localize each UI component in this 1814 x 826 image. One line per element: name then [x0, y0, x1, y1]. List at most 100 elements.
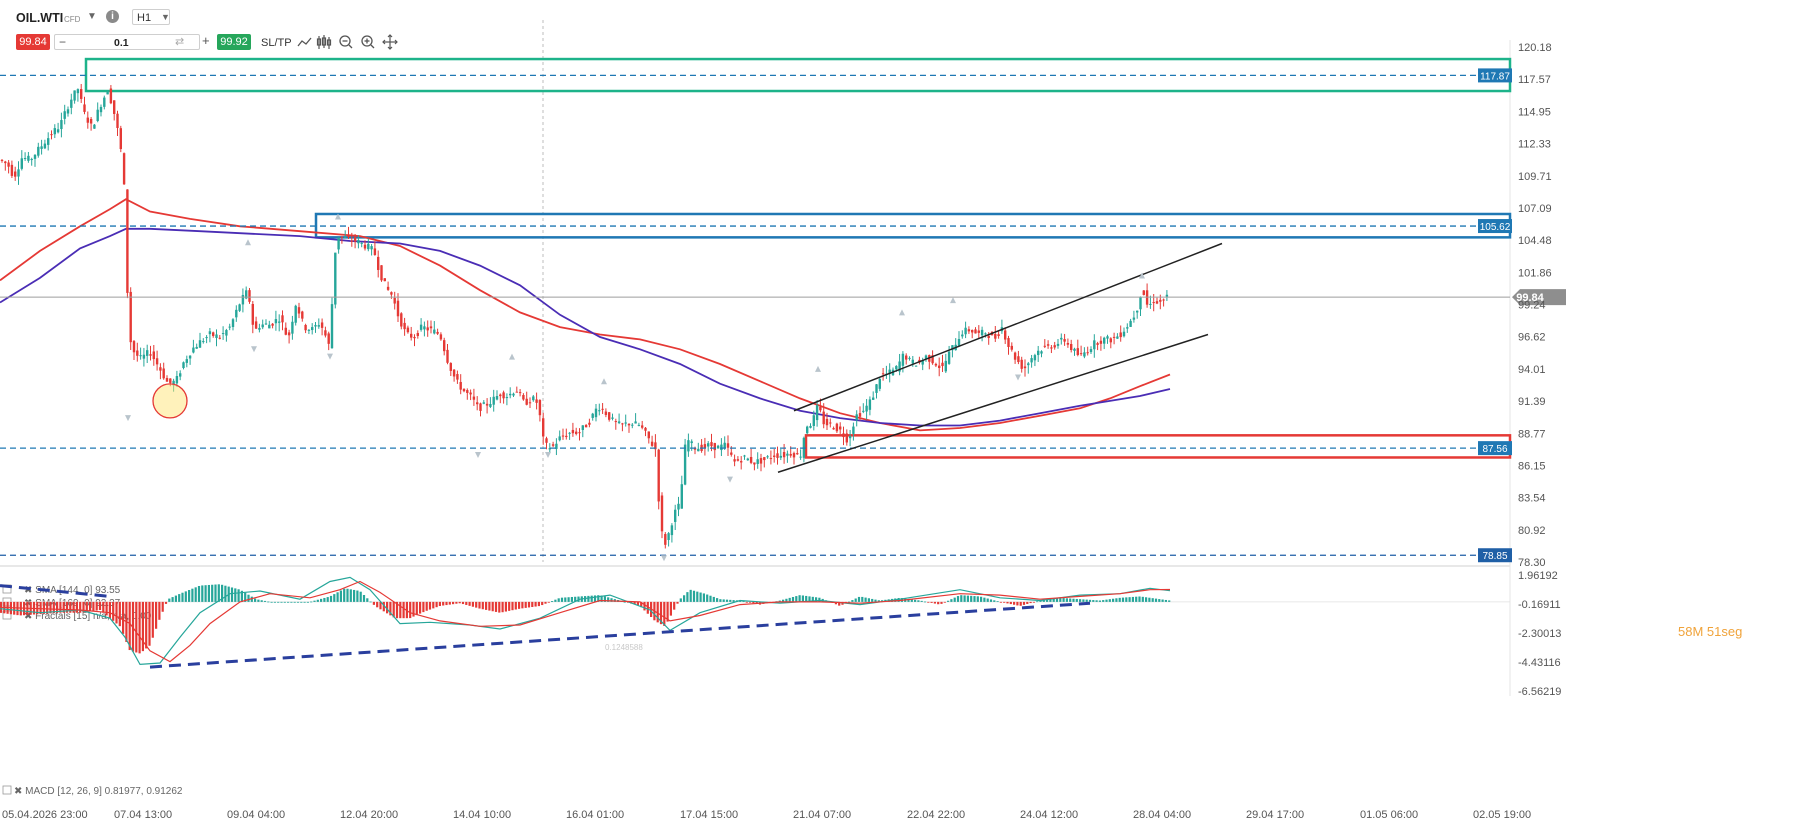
macd-histogram-bar	[415, 601, 418, 616]
macd-histogram-bar	[1006, 601, 1009, 604]
candle-body	[482, 402, 485, 404]
candle	[155, 350, 159, 371]
macd-histogram-bar	[270, 601, 273, 603]
candle-body	[1122, 331, 1126, 337]
quantity-stepper[interactable]	[54, 34, 200, 50]
candle-body	[245, 290, 248, 299]
macd-histogram-bar	[62, 601, 65, 613]
candle-timer: 58M 51seg	[1678, 624, 1743, 639]
candle-body	[967, 329, 971, 332]
candle-body	[426, 327, 429, 331]
symbol-name[interactable]: OIL.WTI	[16, 11, 64, 25]
candle	[548, 443, 551, 453]
candle	[1010, 342, 1013, 352]
candle-body	[1119, 332, 1122, 338]
candle-body	[294, 305, 297, 323]
candle	[650, 435, 654, 447]
candle	[518, 389, 522, 397]
sell-button[interactable]: 99.84	[16, 34, 50, 50]
candle	[225, 328, 228, 342]
sync-icon[interactable]: ⇄	[175, 36, 185, 48]
macd-histogram-bar	[445, 601, 448, 606]
macd-axis-label: -2.30013	[1518, 628, 1561, 640]
candle-body	[647, 431, 650, 439]
candle	[561, 428, 565, 440]
candle-body	[1050, 347, 1053, 349]
macd-histogram-bar	[188, 590, 191, 602]
candle	[248, 288, 251, 304]
candle	[687, 433, 690, 457]
macd-histogram-bar	[877, 600, 880, 602]
macd-histogram-bar	[79, 601, 82, 613]
zoom-out-icon[interactable]	[339, 35, 353, 49]
macd-histogram-bar	[976, 596, 979, 602]
candle	[951, 345, 954, 358]
candle	[1060, 333, 1063, 345]
buy-button[interactable]: 99.92	[217, 34, 251, 50]
candle-body	[353, 237, 357, 242]
crosshair-icon[interactable]	[382, 34, 398, 50]
candle	[1079, 345, 1083, 356]
candle	[476, 396, 479, 411]
candle	[159, 363, 162, 380]
candlestick-icon[interactable]	[316, 35, 332, 49]
candle-body	[987, 335, 990, 339]
candle-body	[360, 242, 363, 244]
macd-histogram-bar	[1052, 598, 1055, 602]
candle-body	[373, 248, 377, 255]
candle-body	[155, 358, 159, 365]
candle-body	[839, 426, 842, 430]
macd-histogram-bar	[930, 601, 933, 603]
candle	[588, 418, 591, 428]
quantity-plus-button[interactable]: +	[202, 33, 210, 48]
candle	[443, 337, 446, 356]
candle	[584, 423, 588, 428]
macd-histogram-bar	[923, 601, 927, 603]
candle	[83, 96, 86, 115]
time-axis-label: 21.04 07:00	[793, 809, 851, 821]
macd-histogram-bar	[676, 601, 679, 604]
macd-histogram-bar	[590, 595, 593, 602]
candle-body	[594, 408, 598, 418]
macd-histogram-bar	[455, 601, 458, 604]
candle	[340, 236, 344, 244]
zoom-in-icon[interactable]	[361, 35, 375, 49]
macd-histogram-bar	[181, 592, 184, 602]
candle-body	[251, 304, 254, 325]
price-axis-label: 94.01	[1518, 364, 1546, 376]
quantity-minus-button[interactable]: −	[59, 35, 67, 49]
candle	[957, 331, 961, 346]
macd-histogram-bar	[527, 601, 531, 608]
chevron-down-icon[interactable]: ▼	[87, 11, 97, 22]
timeframe-chevron-down-icon[interactable]: ▼	[161, 12, 170, 22]
quantity-input[interactable]: 0.1	[114, 37, 129, 49]
candle-body	[284, 327, 287, 335]
candle-body	[492, 396, 495, 405]
macd-histogram-bar	[1092, 600, 1095, 602]
macd-histogram-bar	[201, 585, 204, 602]
candle-body	[789, 453, 792, 456]
sltp-button[interactable]: SL/TP	[261, 37, 292, 49]
candle	[1043, 339, 1046, 349]
level-tag	[1478, 441, 1512, 456]
macd-histogram-bar	[316, 599, 319, 602]
candle	[733, 454, 736, 467]
candle-body	[76, 89, 80, 94]
candle	[703, 437, 707, 456]
candle	[459, 374, 462, 395]
candle	[641, 420, 644, 430]
level-tag-label: 105.62	[1480, 222, 1511, 233]
candle-body	[551, 444, 555, 446]
info-icon[interactable]: i	[106, 10, 119, 23]
line-chart-icon[interactable]	[297, 37, 312, 47]
candle-body	[941, 362, 944, 367]
macd-histogram-bar	[518, 601, 521, 609]
candle-body	[1086, 352, 1089, 354]
candle	[525, 391, 528, 406]
price-axis-label: 109.71	[1518, 171, 1552, 183]
macd-histogram-bar	[343, 588, 346, 602]
candle	[1037, 345, 1040, 362]
candle	[1017, 350, 1020, 365]
timeframe-select[interactable]: H1	[132, 9, 170, 25]
